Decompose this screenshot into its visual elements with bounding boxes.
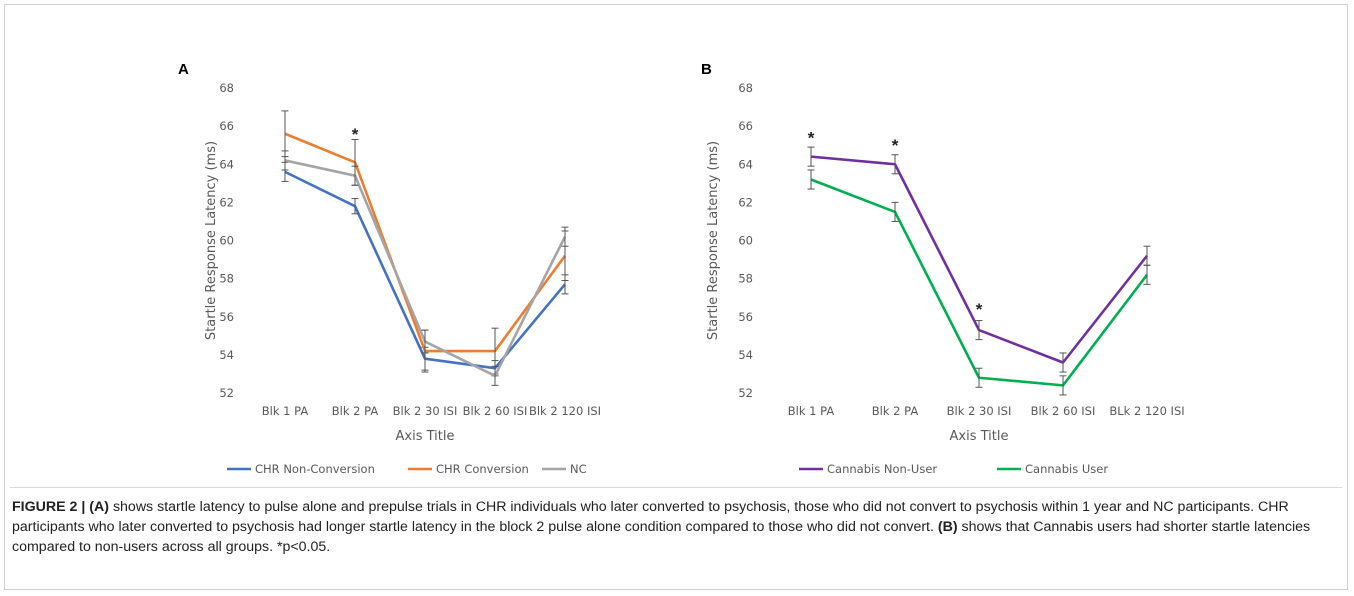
caption-figure-label: FIGURE 2 | [12,499,86,515]
error-bar [421,329,429,354]
y-tick-label: 56 [738,310,753,324]
legend-item: CHR Conversion [408,462,529,476]
x-axis-title: Axis Title [396,429,455,444]
series-line [810,178,1149,387]
legend-item: Cannabis User [997,462,1108,476]
series-2 [281,150,569,386]
x-tick-label: Blk 2 30 ISI [947,404,1012,418]
figure-caption: FIGURE 2 | (A) shows startle latency to … [12,497,1342,557]
caption-label-a: (A) [89,499,109,515]
x-tick-label: Blk 1 PA [788,404,835,418]
error-bar [975,367,983,388]
x-tick-label: Blk 1 PA [262,404,309,418]
y-axis-title: Startle Response Latency (ms) [706,141,721,340]
error-bar [351,198,359,215]
error-bar [807,146,815,167]
y-tick-label: 54 [219,348,234,362]
panel-label: B [701,61,712,78]
x-tick-label: Blk 2 120 ISI [529,404,601,418]
figure-frame [4,4,1348,590]
error-bar [1143,245,1151,266]
x-tick-label: Blk 2 PA [332,404,379,418]
caption-text-b: shows that Cannabis users had shorter st… [12,519,1311,555]
legend-item: CHR Non-Conversion [227,462,375,476]
series-0 [807,146,1151,373]
legend-label: NC [570,462,587,476]
y-tick-label: 62 [738,195,753,209]
x-tick-label: Blk 2 PA [872,404,919,418]
error-bar [491,365,499,386]
legend-label: Cannabis Non-User [827,462,937,476]
legend-label: Cannabis User [1025,462,1108,476]
y-tick-label: 54 [738,348,753,362]
x-axis-title: Axis Title [950,429,1009,444]
y-axis-title: Startle Response Latency (ms) [204,141,219,340]
error-bar [807,169,815,190]
panel-label: A [178,61,189,78]
error-bar [281,150,289,171]
x-tick-label: Blk 2 30 ISI [393,404,458,418]
caption-label-b: (B) [937,519,958,535]
error-bar [1059,375,1067,396]
y-tick-label: 62 [219,195,234,209]
series-1 [807,169,1151,396]
significance-marker: * [892,136,899,155]
y-tick-label: 58 [738,272,753,286]
chart-panel-a: A 52 54 56 58 60 62 64 66 68 Startle Response Late… [178,61,601,476]
legend-label: CHR Conversion [436,462,529,476]
x-tick-label: Blk 2 60 ISI [1031,404,1096,418]
legend-item: NC [542,462,587,476]
x-tick-label: Blk 2 60 ISI [463,404,528,418]
y-tick-label: 64 [738,157,753,171]
error-bar [1143,264,1151,285]
y-tick-label: 66 [738,119,753,133]
y-tick-label: 60 [219,234,234,248]
error-bar [975,320,983,341]
error-bar [351,165,359,186]
error-bar [561,226,569,247]
error-bar [1059,352,1067,373]
significance-marker: * [808,129,815,148]
caption-text-a: shows startle latency to pulse alone and… [12,499,1289,535]
y-tick-label: 60 [738,234,753,248]
y-tick-label: 56 [219,310,234,324]
y-tick-label: 68 [219,81,234,95]
y-tick-label: 68 [738,81,753,95]
y-tick-label: 52 [738,386,753,400]
legend-item: Cannabis Non-User [799,462,937,476]
y-tick-label: 66 [219,119,234,133]
y-tick-label: 58 [219,272,234,286]
x-tick-label: BLk 2 120 ISI [1109,404,1184,418]
y-tick-label: 52 [219,386,234,400]
error-bar [891,154,899,175]
error-bar [891,201,899,222]
significance-marker: * [352,125,359,144]
significance-marker: * [976,300,983,319]
legend-label: CHR Non-Conversion [255,462,375,476]
caption-divider [10,487,1342,488]
y-tick-label: 64 [219,157,234,171]
chart-panel-b: B 52 54 56 58 60 62 64 66 68 Startle Response Late… [701,61,1185,476]
